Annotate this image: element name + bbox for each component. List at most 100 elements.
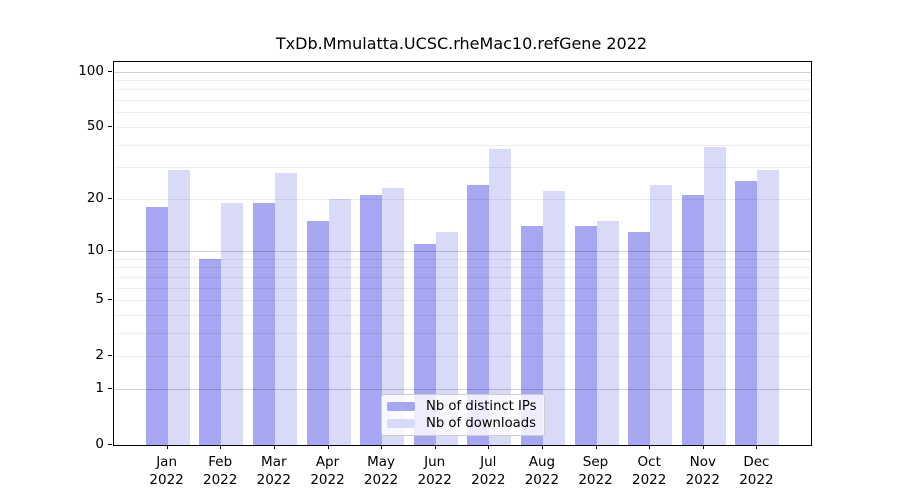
x-tick-month: Jun: [424, 454, 446, 470]
x-tick-year: 2022: [578, 472, 613, 488]
plot-area: [113, 61, 812, 446]
legend-swatch: [387, 402, 415, 411]
x-tick-month: Jan: [156, 454, 177, 470]
x-tick-year: 2022: [632, 472, 667, 488]
x-tick: [434, 445, 436, 449]
x-tick: [541, 445, 543, 449]
bar-oct-downloads: [650, 184, 673, 445]
x-tick: [166, 445, 168, 449]
bar-oct-distinct-ips: [628, 231, 651, 445]
x-tick: [649, 445, 651, 449]
bar-sep-distinct-ips: [574, 225, 597, 445]
x-tick-month: Feb: [208, 454, 233, 470]
bar-may-downloads: [382, 187, 405, 445]
gridline: [114, 71, 811, 73]
y-tick: [108, 387, 112, 389]
x-tick: [220, 445, 222, 449]
y-tick: [108, 250, 112, 251]
legend-row-distinct-ips: Nb of distinct IPs: [387, 398, 538, 415]
x-tick-year: 2022: [310, 472, 345, 488]
chart-title: TxDb.Mmulatta.UCSC.rheMac10.refGene 2022: [275, 34, 648, 53]
x-tick: [488, 445, 490, 449]
bar-jul-distinct-ips: [467, 184, 490, 445]
x-tick-year: 2022: [417, 472, 452, 488]
bar-aug-downloads: [542, 191, 565, 445]
y-tick: [108, 70, 112, 72]
x-tick-label-jun: Jun 2022: [407, 453, 463, 489]
x-tick-label-aug: Aug 2022: [514, 453, 570, 489]
y-tick-label-50: 50: [86, 117, 104, 134]
x-tick-label-sep: Sep 2022: [568, 453, 624, 489]
x-tick-year: 2022: [256, 472, 291, 488]
x-tick-label-jan: Jan 2022: [139, 453, 195, 489]
x-tick-label-apr: Apr 2022: [300, 453, 356, 489]
gridline: [114, 126, 811, 128]
x-tick: [756, 445, 758, 449]
bar-jun-downloads: [435, 231, 458, 445]
legend-label: Nb of downloads: [426, 416, 536, 431]
x-tick-month: Dec: [743, 454, 770, 470]
y-tick-label-20: 20: [86, 189, 104, 206]
y-tick: [108, 444, 112, 445]
x-tick-year: 2022: [471, 472, 506, 488]
gridline: [114, 89, 811, 91]
x-tick-label-oct: Oct 2022: [621, 453, 677, 489]
x-tick-year: 2022: [685, 472, 720, 488]
gridline: [114, 100, 811, 102]
bar-apr-distinct-ips: [306, 220, 329, 445]
x-tick-month: May: [367, 454, 396, 470]
x-tick: [702, 445, 704, 449]
x-tick-month: Sep: [582, 454, 609, 470]
bar-sep-downloads: [596, 220, 619, 445]
bar-jan-distinct-ips: [145, 206, 168, 445]
bar-apr-downloads: [328, 198, 351, 445]
bar-mar-downloads: [274, 172, 297, 445]
y-tick: [108, 197, 112, 199]
legend: Nb of distinct IPs Nb of downloads: [381, 394, 545, 436]
x-tick-year: 2022: [363, 472, 399, 488]
x-tick: [273, 445, 275, 449]
bar-dec-distinct-ips: [735, 181, 758, 445]
x-tick-year: 2022: [524, 472, 560, 488]
x-tick: [327, 445, 329, 449]
y-tick-label-100: 100: [78, 62, 104, 79]
y-tick-label-2: 2: [95, 347, 104, 364]
y-tick-label-5: 5: [95, 291, 104, 307]
x-tick-month: Jul: [480, 454, 497, 470]
bar-dec-downloads: [757, 169, 780, 445]
x-tick: [381, 445, 383, 449]
bar-aug-distinct-ips: [520, 225, 543, 445]
x-tick-label-may: May 2022: [353, 453, 409, 489]
x-tick: [595, 445, 597, 449]
y-tick-label-10: 10: [86, 242, 104, 258]
bar-jan-downloads: [167, 169, 190, 445]
bar-nov-distinct-ips: [681, 194, 704, 445]
legend-swatch: [387, 419, 415, 428]
x-tick-label-feb: Feb 2022: [192, 453, 248, 489]
x-tick-month: Apr: [315, 454, 340, 470]
gridline: [114, 144, 811, 146]
legend-row-downloads: Nb of downloads: [387, 415, 538, 432]
x-tick-year: 2022: [149, 472, 184, 488]
bar-nov-downloads: [703, 146, 726, 445]
y-tick: [108, 355, 112, 357]
legend-label: Nb of distinct IPs: [426, 399, 537, 414]
x-tick-year: 2022: [203, 472, 238, 488]
x-tick-label-dec: Dec 2022: [728, 453, 784, 489]
bar-mar-distinct-ips: [252, 202, 275, 445]
x-tick-month: Oct: [637, 454, 661, 470]
x-tick-label-mar: Mar 2022: [246, 453, 302, 489]
bar-feb-distinct-ips: [199, 258, 222, 445]
x-tick-month: Mar: [261, 454, 287, 470]
y-tick-label-0: 0: [95, 436, 104, 452]
gridline: [114, 112, 811, 114]
x-tick-label-nov: Nov 2022: [675, 453, 731, 489]
bar-may-distinct-ips: [360, 194, 383, 445]
gridline: [114, 80, 811, 81]
bar-feb-downloads: [221, 202, 244, 445]
x-tick-year: 2022: [739, 472, 774, 488]
y-tick-label-1: 1: [95, 379, 104, 396]
y-tick: [108, 125, 112, 127]
x-tick-month: Nov: [689, 454, 716, 470]
